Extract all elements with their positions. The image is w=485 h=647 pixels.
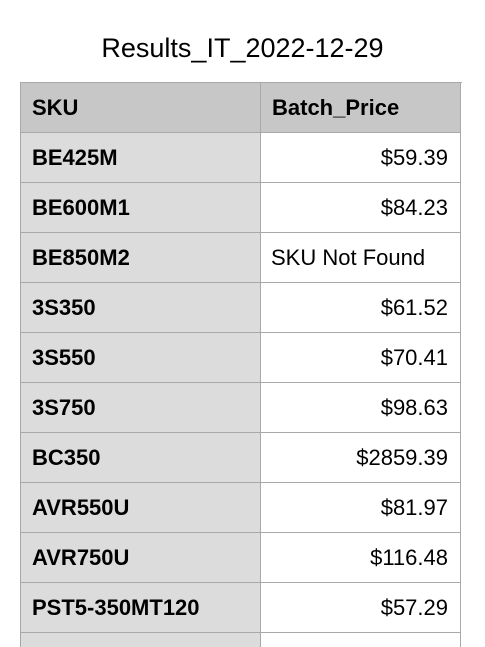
sku-cell[interactable]: BE600M1: [21, 183, 261, 233]
table-row: AVR750U $116.48: [21, 533, 462, 583]
price-cell[interactable]: $98.63: [261, 383, 461, 433]
results-table: SKU Batch_Price BE425M $59.39 BE600M1 $8…: [20, 82, 462, 647]
column-header-sku[interactable]: SKU: [21, 83, 261, 133]
table-row: PST5-350MT120 $57.29: [21, 583, 462, 633]
table-row: BE425M $59.39: [21, 133, 462, 183]
price-cell[interactable]: $59.39: [261, 133, 461, 183]
table-row: BC350 $2859.39: [21, 433, 462, 483]
sku-cell[interactable]: AVR750U: [21, 533, 261, 583]
table-row: BE600M1 $84.23: [21, 183, 462, 233]
price-cell[interactable]: SKU Not Found: [261, 233, 461, 283]
price-cell[interactable]: $116.48: [261, 533, 461, 583]
price-cell[interactable]: $57.29: [261, 583, 461, 633]
table-header-row: SKU Batch_Price: [21, 83, 462, 133]
price-cell[interactable]: $2859.39: [261, 433, 461, 483]
sku-cell[interactable]: BE850M2: [21, 233, 261, 283]
sheet-title: Results_IT_2022-12-29: [101, 33, 384, 63]
sku-cell[interactable]: 3S750: [21, 383, 261, 433]
sku-cell[interactable]: BE425M: [21, 133, 261, 183]
sku-cell-empty[interactable]: [21, 633, 261, 647]
table-row: 3S350 $61.52: [21, 283, 462, 333]
price-cell[interactable]: $70.41: [261, 333, 461, 383]
price-cell-empty[interactable]: [261, 633, 461, 647]
sku-cell[interactable]: BC350: [21, 433, 261, 483]
price-cell[interactable]: $81.97: [261, 483, 461, 533]
table-row: AVR550U $81.97: [21, 483, 462, 533]
price-cell[interactable]: $61.52: [261, 283, 461, 333]
sku-cell[interactable]: AVR550U: [21, 483, 261, 533]
sku-cell[interactable]: 3S350: [21, 283, 261, 333]
price-cell[interactable]: $84.23: [261, 183, 461, 233]
table-row: 3S750 $98.63: [21, 383, 462, 433]
sku-cell[interactable]: 3S550: [21, 333, 261, 383]
table-row: 3S550 $70.41: [21, 333, 462, 383]
sku-cell[interactable]: PST5-350MT120: [21, 583, 261, 633]
column-header-batch-price[interactable]: Batch_Price: [261, 83, 461, 133]
table-row-partial: [21, 633, 462, 647]
table-row: BE850M2 SKU Not Found: [21, 233, 462, 283]
